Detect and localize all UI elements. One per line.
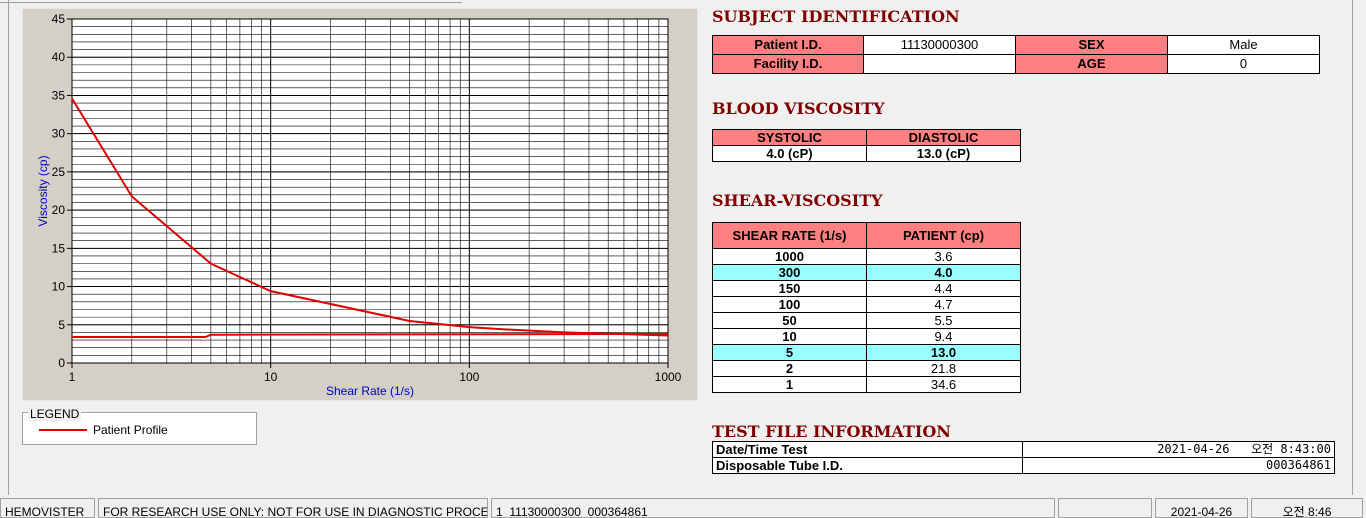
status-panel: FOR RESEARCH USE ONLY: NOT FOR USE IN DI… (98, 498, 488, 518)
status-panel: 2021-04-26 (1155, 498, 1248, 518)
chart: 0 5 10 15 20 25 30 35 40 45 1 10 100 1000 Shear Rate (… (22, 8, 698, 401)
x-tick-label: 100 (459, 370, 479, 384)
column-header: SYSTOLIC (712, 129, 867, 146)
shear-rate: 1000 (712, 248, 867, 265)
left-border (8, 0, 9, 495)
viscosity: 13.0 (866, 344, 1021, 361)
column-header: DIASTOLIC (866, 129, 1021, 146)
shear-rate: 100 (712, 296, 867, 313)
column-header: SHEAR RATE (1/s) (712, 222, 867, 249)
field-label: Patient I.D. (712, 35, 864, 55)
shear-rate: 10 (712, 328, 867, 345)
x-tick-label: 1000 (655, 370, 682, 384)
field-value: 11130000300 (863, 35, 1016, 55)
y-tick-label: 10 (52, 280, 66, 294)
y-tick-label: 40 (52, 50, 66, 64)
y-tick-label: 0 (58, 356, 65, 370)
y-axis-label: Viscosity (cp) (36, 155, 50, 226)
x-tick-label: 1 (69, 370, 76, 384)
viscosity: 4.4 (866, 280, 1021, 297)
y-tick-label: 30 (52, 127, 66, 141)
field-label: Facility I.D. (712, 54, 864, 74)
column-header: PATIENT (cp) (866, 222, 1021, 249)
shear-rate: 2 (712, 360, 867, 377)
section-title: TEST FILE INFORMATION (712, 422, 951, 441)
shear-rate: 1 (712, 376, 867, 393)
viscosity: 9.4 (866, 328, 1021, 345)
status-panel (1058, 498, 1152, 518)
plot-border (71, 18, 669, 364)
y-tick-label: 35 (52, 88, 66, 102)
status-panel: 1 11130000300 000364861 (491, 498, 1055, 518)
field-value: 000364861 (1022, 457, 1335, 474)
legend-swatch (39, 429, 87, 431)
shear-rate: 150 (712, 280, 867, 297)
field-label: AGE (1015, 54, 1168, 74)
shear-rate: 50 (712, 312, 867, 329)
viscosity: 3.6 (866, 248, 1021, 265)
field-value (863, 54, 1016, 74)
field-value: Male (1167, 35, 1320, 55)
field-label: Disposable Tube I.D. (712, 457, 1023, 474)
plot-area (72, 19, 668, 363)
field-label: SEX (1015, 35, 1168, 55)
y-tick-label: 20 (52, 203, 66, 217)
y-tick-label: 15 (52, 241, 66, 255)
status-panel: HEMOVISTER (0, 498, 95, 518)
shear-rate: 5 (712, 344, 867, 361)
x-axis-label: Shear Rate (1/s) (326, 384, 414, 398)
status-panel: 오전 8:46 (1251, 498, 1363, 518)
field-value: 0 (1167, 54, 1320, 74)
data-line (71, 97, 669, 337)
section-title: SHEAR-VISCOSITY (712, 191, 883, 210)
shear-rate: 300 (712, 264, 867, 281)
viscosity: 21.8 (866, 360, 1021, 377)
viscosity: 5.5 (866, 312, 1021, 329)
x-tick-label: 10 (264, 370, 278, 384)
viscosity: 34.6 (866, 376, 1021, 393)
legend-title: LEGEND (28, 407, 82, 421)
value: 4.0 (cP) (712, 145, 867, 162)
y-tick-label: 25 (52, 165, 66, 179)
right-border (1352, 0, 1353, 495)
section-title: SUBJECT IDENTIFICATION (712, 7, 960, 26)
data-line (72, 332, 669, 339)
viscosity: 4.0 (866, 264, 1021, 281)
field-value: 2021-04-26 오전 8:43:00 (1022, 441, 1335, 458)
y-tick-label: 45 (52, 12, 66, 26)
y-tick-label: 5 (58, 318, 65, 332)
top-strip (0, 0, 462, 3)
section-title: BLOOD VISCOSITY (712, 99, 885, 118)
value: 13.0 (cP) (866, 145, 1021, 162)
legend-label: Patient Profile (93, 423, 168, 437)
viscosity: 4.7 (866, 296, 1021, 313)
field-label: Date/Time Test (712, 441, 1023, 458)
